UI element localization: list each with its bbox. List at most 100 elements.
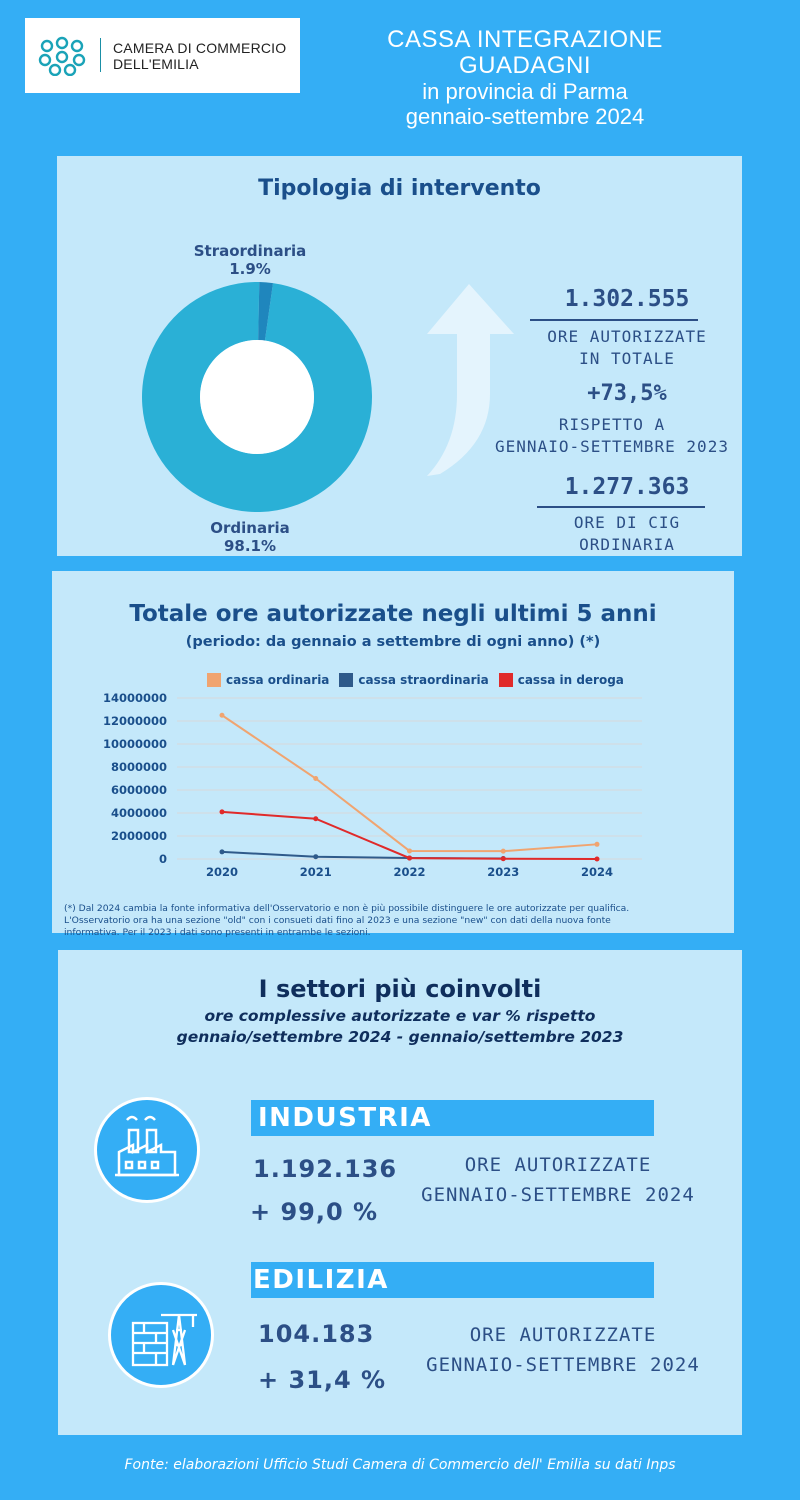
header-title-line1: CASSA INTEGRAZIONE [387, 26, 663, 53]
chamber-logo-icon [38, 36, 86, 76]
logo-text: CAMERA DI COMMERCIO DELL'EMILIA [113, 40, 286, 72]
edilizia-label-line2: GENNAIO-SETTEMBRE 2024 [426, 1354, 700, 1376]
straordinaria-name: Straordinaria [193, 242, 307, 260]
tipologia-title: Tipologia di intervento [258, 176, 541, 201]
total-hours-value: 1.302.555 [564, 286, 690, 312]
industria-label-line1: ORE AUTORIZZATE [464, 1154, 652, 1176]
total-hours-label-line2: IN TOTALE [579, 349, 675, 368]
legend-swatch [498, 673, 513, 687]
logo: CAMERA DI COMMERCIO DELL'EMILIA [25, 18, 300, 93]
ordinary-hours-label-line2: ORDINARIA [579, 535, 675, 554]
legend-label: cassa in deroga [517, 673, 624, 687]
ordinary-hours-value: 1.277.363 [564, 474, 690, 500]
x-tick-label: 2023 [487, 865, 519, 879]
series-line-0 [221, 714, 598, 853]
settori-subtitle-line1: ore complessive autorizzate e var % risp… [204, 1007, 596, 1025]
header-title-line2: GUADAGNI [458, 52, 591, 79]
edilizia-name: EDILIZIA [253, 1265, 389, 1295]
ordinary-hours-label-line1: ORE DI CIG [573, 513, 681, 532]
straordinaria-pct: 1.9% [229, 260, 271, 278]
y-tick-label: 4000000 [111, 806, 167, 820]
legend-item-0: cassa ordinaria [207, 673, 329, 687]
ordinary-hours-label: ORE DI CIG ORDINARIA [527, 512, 727, 556]
edilizia-var: + 31,4 % [258, 1366, 387, 1394]
y-tick-label: 8000000 [111, 760, 167, 774]
construction-icon-graphic [131, 1313, 197, 1367]
donut-hole [200, 340, 314, 454]
series-point-2 [219, 809, 225, 815]
footnote-line1: (*) Dal 2024 cambia la fonte informativa… [64, 903, 630, 914]
settori-subtitle-line2: gennaio/settembre 2024 - gennaio/settemb… [176, 1028, 624, 1046]
pie-slice-straordinaria [258, 282, 273, 341]
ordinaria-name: Ordinaria [210, 519, 290, 537]
edilizia-label-line1: ORE AUTORIZZATE [469, 1324, 657, 1346]
series-point-0 [594, 841, 600, 847]
x-tick-label: 2021 [300, 865, 332, 879]
change-pct-label: RISPETTO A GENNAIO-SETTEMBRE 2023 [482, 414, 742, 458]
line-chart: 0 2000000 4000000 6000000 8000000 10000000 120… [103, 691, 642, 879]
settori-panel: I settori più coinvolti ore complessive … [58, 950, 742, 1435]
edilizia-value: 104.183 [258, 1320, 375, 1348]
industria-var: + 99,0 % [250, 1198, 379, 1226]
series-point-0 [313, 776, 319, 781]
donut-chart [142, 282, 372, 512]
y-tick-label: 2000000 [111, 829, 167, 843]
total-hours-label: ORE AUTORIZZATE IN TOTALE [507, 326, 747, 370]
x-tick-label: 2022 [393, 865, 425, 879]
pie-slice-ordinaria [142, 282, 372, 512]
factory-icon [94, 1097, 200, 1203]
up-arrow-icon [427, 284, 514, 476]
trend-panel: Totale ore autorizzate negli ultimi 5 an… [52, 571, 734, 938]
industria-label-line2: GENNAIO-SETTEMBRE 2024 [421, 1184, 695, 1206]
logo-line2: DELL'EMILIA [113, 56, 199, 72]
series-point-2 [594, 856, 600, 862]
y-tick-label: 10000000 [103, 737, 167, 751]
tipologia-panel: Tipologia di intervento Straordinaria 1.… [57, 156, 742, 556]
series-point-1 [313, 854, 319, 860]
legend-swatch [339, 673, 354, 687]
legend-item-2: cassa in deroga [498, 673, 624, 687]
chart-legend: cassa ordinaria cassa straordinaria cassa … [207, 673, 624, 687]
series-point-2 [313, 816, 319, 822]
header-title-line4: gennaio-settembre 2024 [405, 104, 645, 129]
footnote-line2: L'Osservatorio ora ha una sezione "old" … [64, 915, 611, 926]
construction-icon [108, 1282, 214, 1388]
straordinaria-label: Straordinaria 1.9% [185, 242, 315, 278]
legend-item-1: cassa straordinaria [339, 673, 489, 687]
y-tick-label: 0 [159, 852, 167, 866]
y-tick-label: 12000000 [103, 714, 167, 728]
settori-title: I settori più coinvolti [258, 975, 542, 1003]
series-point-2 [500, 856, 506, 862]
change-pct-label-line2: GENNAIO-SETTEMBRE 2023 [495, 437, 729, 456]
legend-label: cassa straordinaria [358, 673, 489, 687]
series-point-0 [219, 712, 225, 718]
edilizia-label: ORE AUTORIZZATE GENNAIO-SETTEMBRE 2024 [413, 1320, 713, 1380]
total-hours-label-line1: ORE AUTORIZZATE [547, 327, 707, 346]
industria-value: 1.192.136 [253, 1155, 398, 1183]
legend-swatch [207, 673, 221, 687]
total-hours-divider [530, 319, 698, 321]
y-tick-label: 6000000 [111, 783, 167, 797]
x-tick-label: 2020 [206, 865, 238, 879]
legend-label: cassa ordinaria [226, 673, 330, 687]
chart-footnote: (*) Dal 2024 cambia la fonte informativa… [64, 903, 724, 939]
industria-name: INDUSTRIA [258, 1103, 432, 1133]
ordinaria-pct: 98.1% [223, 537, 277, 555]
footnote-line3: informativa. Per il 2023 i dati sono pre… [64, 927, 371, 938]
trend-title: Totale ore autorizzate negli ultimi 5 an… [129, 601, 657, 627]
industria-label: ORE AUTORIZZATE GENNAIO-SETTEMBRE 2024 [408, 1150, 708, 1210]
trend-subtitle: (periodo: da gennaio a settembre di ogni… [185, 634, 601, 650]
factory-icon-graphic [115, 1115, 179, 1177]
x-tick-label: 2024 [581, 865, 613, 879]
logo-line1: CAMERA DI COMMERCIO [113, 40, 287, 56]
y-tick-label: 14000000 [103, 691, 167, 705]
ordinaria-label: Ordinaria 98.1% [185, 519, 315, 555]
industria-header: INDUSTRIA [251, 1100, 654, 1136]
series-point-0 [407, 848, 412, 854]
logo-separator [100, 38, 101, 72]
change-pct-value: +73,5% [587, 381, 667, 406]
series-point-2 [407, 855, 412, 861]
series-point-0 [500, 848, 506, 854]
footer-source: Fonte: elaborazioni Ufficio Studi Camera… [124, 1457, 676, 1473]
series-point-1 [219, 849, 225, 855]
